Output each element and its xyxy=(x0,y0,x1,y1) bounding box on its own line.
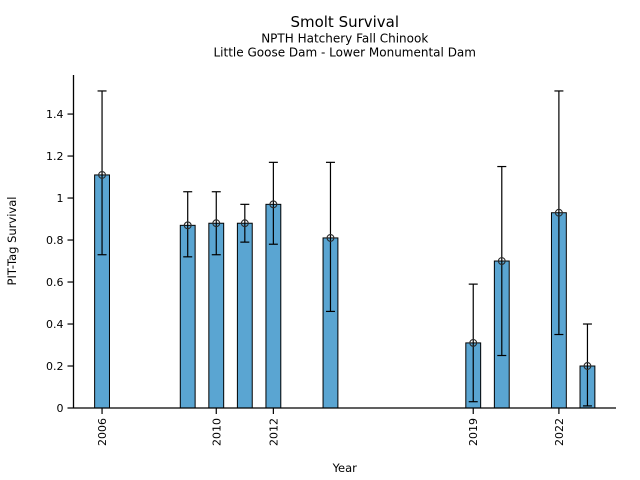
marker-2009 xyxy=(183,221,192,230)
bar-2011 xyxy=(236,222,253,409)
y-tick-label: 0.6 xyxy=(46,276,64,289)
marker-2014 xyxy=(326,233,335,242)
marker-2010 xyxy=(212,219,221,228)
x-tick-label: 2010 xyxy=(210,418,223,446)
y-tick-label: 0.8 xyxy=(46,234,64,247)
plot-area: 0 0.2 0.4 0.6 0.8 1 1.2 1.4 2006 2010 2012 2019 2022 xyxy=(46,75,616,446)
marker-2020 xyxy=(497,257,506,265)
marker-2019 xyxy=(469,338,478,347)
marker-2011 xyxy=(240,219,249,228)
y-tick-label: 0.2 xyxy=(46,360,64,373)
y-tick-label: 0.4 xyxy=(46,318,64,331)
y-axis-label: PIT-Tag Survival xyxy=(5,197,19,286)
marker-2022 xyxy=(554,208,563,217)
chart-subtitle-line2: Little Goose Dam - Lower Monumental Dam xyxy=(214,46,476,60)
y-tick-label: 1.2 xyxy=(46,150,64,163)
x-tick-label: 2019 xyxy=(467,418,480,446)
marker-2006 xyxy=(98,170,107,179)
marker-2012 xyxy=(269,200,278,209)
x-tick-label: 2022 xyxy=(553,418,566,446)
y-tick-label: 1 xyxy=(57,192,64,205)
x-axis-label: Year xyxy=(332,461,358,475)
marker-2023 xyxy=(583,362,592,370)
x-tick-label: 2012 xyxy=(267,418,280,446)
y-tick-label: 1.4 xyxy=(46,108,64,121)
chart-title: Smolt Survival xyxy=(290,13,399,31)
x-tick-label: 2006 xyxy=(96,418,109,446)
chart-subtitle-line1: NPTH Hatchery Fall Chinook xyxy=(261,32,428,46)
y-tick-label: 0 xyxy=(57,402,64,415)
